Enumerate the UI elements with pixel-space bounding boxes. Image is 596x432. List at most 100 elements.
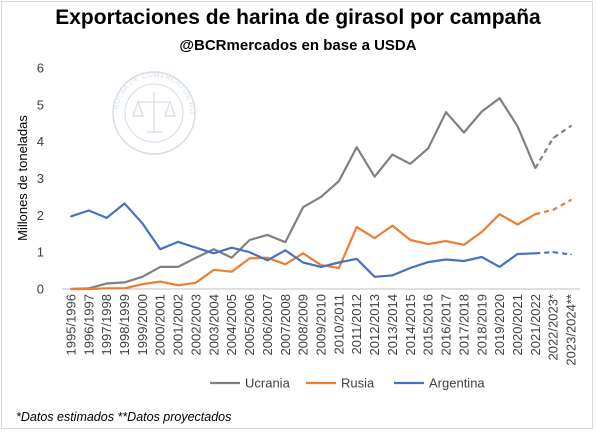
data-point-argentina bbox=[516, 253, 519, 255]
x-tick-label: 1999/2000 bbox=[135, 294, 150, 355]
x-tick-label: 2004/2005 bbox=[224, 294, 239, 355]
data-point-rusia bbox=[105, 287, 108, 290]
data-point-ucrania bbox=[391, 153, 394, 156]
series-line-projected-ucrania bbox=[534, 124, 572, 169]
data-point-argentina bbox=[463, 260, 465, 262]
x-tick-label: 2021/2022 bbox=[528, 294, 543, 355]
data-point-argentina bbox=[534, 252, 537, 255]
data-point-ucrania bbox=[570, 125, 572, 127]
x-tick-label: 2009/2010 bbox=[314, 294, 329, 355]
chart-subtitle: @BCRmercados en base a USDA bbox=[179, 37, 417, 54]
x-tick-label: 2011/2012 bbox=[349, 294, 364, 355]
data-point-rusia bbox=[445, 240, 447, 242]
data-point-argentina bbox=[320, 266, 322, 268]
x-tick-label: 2001/2002 bbox=[171, 294, 186, 355]
legend-label-ucrania: Ucrania bbox=[245, 376, 291, 391]
data-point-rusia bbox=[266, 256, 269, 259]
data-point-argentina bbox=[570, 253, 572, 256]
data-point-argentina bbox=[230, 246, 233, 249]
data-point-argentina bbox=[373, 276, 376, 278]
data-point-argentina bbox=[409, 267, 412, 269]
x-tick-label: 2008/2009 bbox=[296, 294, 311, 355]
x-tick-label: 1997/1998 bbox=[99, 294, 114, 355]
data-point-argentina bbox=[266, 259, 269, 262]
data-point-rusia bbox=[230, 270, 233, 273]
data-point-rusia bbox=[570, 199, 572, 201]
data-point-rusia bbox=[409, 239, 412, 241]
x-tick-label: 2015/2016 bbox=[421, 294, 436, 355]
data-point-rusia bbox=[284, 263, 287, 266]
data-point-ucrania bbox=[105, 282, 108, 285]
x-tick-label: 2002/2003 bbox=[188, 294, 203, 355]
x-tick-label: 1998/1999 bbox=[117, 294, 132, 355]
data-point-argentina bbox=[70, 215, 72, 218]
x-tick-label: 2019/2020 bbox=[492, 294, 507, 355]
data-point-ucrania bbox=[373, 175, 376, 178]
data-point-argentina bbox=[552, 251, 554, 253]
data-point-rusia bbox=[534, 213, 537, 215]
x-tick-label: 1995/1996 bbox=[63, 294, 78, 355]
data-point-argentina bbox=[248, 251, 251, 253]
data-point-ucrania bbox=[516, 125, 519, 127]
x-tick-label: 2014/2015 bbox=[403, 294, 418, 355]
data-point-ucrania bbox=[195, 256, 197, 259]
y-tick-label: 0 bbox=[37, 282, 44, 297]
data-point-ucrania bbox=[284, 241, 287, 243]
data-point-rusia bbox=[248, 257, 251, 260]
y-tick-label: 6 bbox=[37, 61, 44, 76]
data-point-argentina bbox=[445, 258, 447, 261]
y-tick-label: 5 bbox=[37, 97, 44, 112]
data-point-argentina bbox=[159, 248, 161, 250]
chart-title: Exportaciones de harina de girasol por c… bbox=[55, 6, 541, 29]
x-tick-label: 2012/2013 bbox=[367, 294, 382, 355]
data-point-ucrania bbox=[248, 239, 251, 241]
data-point-rusia bbox=[70, 288, 72, 290]
data-point-ucrania bbox=[427, 147, 430, 150]
series-lines bbox=[70, 97, 572, 291]
series-line-projected-argentina bbox=[535, 251, 572, 256]
data-point-ucrania bbox=[463, 131, 465, 134]
series-line-projected-rusia bbox=[535, 198, 572, 216]
data-point-rusia bbox=[88, 288, 90, 290]
data-point-rusia bbox=[463, 244, 465, 246]
data-point-rusia bbox=[320, 264, 322, 266]
svg-text:BOLSA DE COMERCIO DE ROSARIO: BOLSA DE COMERCIO DE ROSARIO bbox=[0, 0, 195, 114]
x-tick-label: 2000/2001 bbox=[153, 294, 168, 355]
data-point-rusia bbox=[552, 209, 554, 211]
y-tick-label: 3 bbox=[37, 171, 44, 186]
data-point-ucrania bbox=[338, 180, 340, 182]
data-point-rusia bbox=[338, 267, 340, 269]
x-tick-label: 2023/2024** bbox=[564, 294, 579, 366]
x-tick-label: 1996/1997 bbox=[81, 294, 96, 355]
x-tick-label: 2013/2014 bbox=[385, 294, 400, 355]
data-point-rusia bbox=[159, 280, 161, 283]
data-point-argentina bbox=[123, 202, 126, 205]
legend-label-rusia: Rusia bbox=[341, 376, 375, 391]
x-tick-label: 2003/2004 bbox=[206, 294, 221, 355]
data-point-argentina bbox=[355, 258, 358, 260]
data-point-rusia bbox=[481, 231, 483, 233]
data-point-rusia bbox=[516, 223, 519, 226]
data-point-ucrania bbox=[159, 266, 161, 268]
data-point-ucrania bbox=[266, 234, 269, 236]
data-point-rusia bbox=[195, 281, 197, 284]
data-point-rusia bbox=[427, 243, 430, 245]
data-point-rusia bbox=[373, 237, 376, 239]
data-point-argentina bbox=[177, 241, 179, 243]
data-point-ucrania bbox=[481, 110, 483, 113]
data-point-ucrania bbox=[534, 167, 537, 169]
data-point-argentina bbox=[498, 266, 501, 268]
y-tick-label: 2 bbox=[37, 208, 44, 223]
x-tick-label: 2020/2021 bbox=[510, 294, 525, 355]
x-tick-label: 2022/2023* bbox=[546, 294, 561, 361]
data-point-ucrania bbox=[213, 248, 215, 250]
series-line-argentina bbox=[70, 202, 536, 278]
data-point-argentina bbox=[141, 222, 144, 225]
data-point-ucrania bbox=[552, 137, 554, 139]
y-tick-label: 1 bbox=[37, 245, 44, 260]
data-point-argentina bbox=[338, 261, 340, 264]
data-point-rusia bbox=[123, 287, 126, 290]
x-tick-label: 2017/2018 bbox=[456, 294, 471, 355]
x-tick-label: 2018/2019 bbox=[474, 294, 489, 355]
